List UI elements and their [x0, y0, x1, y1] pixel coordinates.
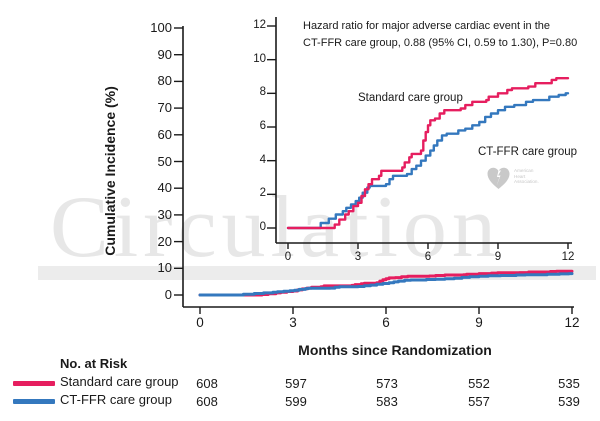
aha-logo-text: American Heart Association.: [514, 168, 539, 185]
main-y-tick-label: 100: [150, 20, 172, 35]
inset-y-tick-label: 0: [259, 221, 266, 233]
risk-count-ctffr-m0: 608: [196, 394, 218, 409]
main-y-tick-label: 40: [157, 180, 172, 196]
main-y-tick-label: 70: [157, 100, 172, 116]
hazard-ratio-text-line1: Hazard ratio for major adverse cardiac e…: [303, 20, 551, 32]
inset-y-tick-label: 4: [259, 153, 266, 166]
aha-logo-line3: Association.: [514, 179, 539, 185]
x-axis-title: Months since Randomization: [298, 342, 492, 358]
main-x-tick-label: 6: [382, 315, 390, 330]
inset-x-tick-label: 3: [354, 251, 362, 263]
main-x-tick-label: 12: [564, 315, 580, 330]
standard-care-curve-label: Standard care group: [358, 92, 463, 104]
inset-x-tick-label: 9: [494, 251, 502, 263]
main-y-tick-label: 30: [157, 206, 172, 222]
main-y-tick-label: 20: [157, 233, 172, 249]
inset-y-tick-label: 8: [259, 86, 266, 99]
inset-curve-ctffr-care: [286, 92, 570, 230]
main-y-tick-label: 0: [164, 287, 172, 302]
inset-y-tick-label: 6: [259, 120, 266, 132]
risk-count-standard-m3: 597: [285, 376, 307, 391]
main-x-tick-label: 3: [289, 315, 297, 330]
risk-count-ctffr-m3: 599: [285, 394, 307, 409]
hazard-ratio-text-line2: CT-FFR care group, 0.88 (95% CI, 0.59 to…: [303, 37, 578, 49]
aha-logo-line1: American: [514, 168, 534, 173]
ctffr-care-legend-label: CT-FFR care group: [60, 392, 172, 407]
main-y-tick-label: 90: [157, 46, 172, 62]
aha-heart-logo-icon: [487, 167, 510, 189]
risk-count-standard-m12: 535: [558, 376, 580, 391]
main-y-tick-label: 80: [157, 73, 172, 89]
ctffr-care-curve-label: CT-FFR care group: [478, 146, 578, 158]
inset-y-tick-label: 12: [253, 19, 266, 31]
risk-count-standard-m6: 573: [376, 376, 398, 391]
main-x-tick-label: 0: [196, 315, 204, 330]
inset-x-tick-label: 0: [284, 251, 292, 263]
risk-count-ctffr-m9: 557: [468, 394, 490, 409]
inset-curve-standard-care: [286, 77, 570, 230]
risk-count-ctffr-m12: 539: [558, 394, 580, 409]
main-y-tick-label: 60: [157, 126, 172, 142]
ctffr-care-legend-swatch: [13, 399, 55, 404]
risk-table-header: No. at Risk: [60, 356, 128, 371]
inset-y-tick-label: 10: [253, 52, 266, 65]
y-axis-title: Cumulative Incidence (%): [102, 86, 118, 256]
risk-count-standard-m0: 608: [196, 376, 218, 391]
inset-y-tick-label: 2: [259, 187, 266, 200]
main-y-tick-label: 10: [157, 260, 172, 276]
risk-count-standard-m9: 552: [468, 376, 490, 391]
inset-x-tick-label: 12: [561, 251, 575, 263]
standard-care-legend-label: Standard care group: [60, 374, 179, 389]
main-curve-ctffr-care: [198, 272, 574, 297]
aha-logo-line2: Heart: [514, 173, 526, 179]
risk-count-ctffr-m6: 583: [376, 394, 398, 409]
main-y-tick-label: 50: [157, 153, 172, 169]
main-x-tick-label: 9: [475, 315, 483, 330]
inset-x-tick-label: 6: [424, 251, 432, 263]
standard-care-legend-swatch: [13, 381, 55, 386]
